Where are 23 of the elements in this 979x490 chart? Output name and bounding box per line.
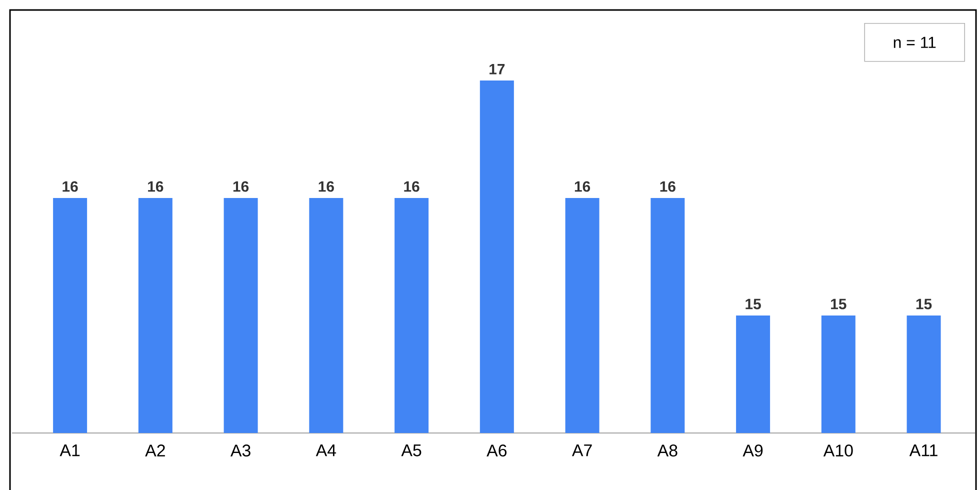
x-tick-label: A9	[742, 444, 763, 457]
data-label: 16	[148, 181, 164, 192]
x-tick-label: A7	[572, 444, 592, 456]
x-tick-label: A5	[401, 444, 422, 456]
data-label: 15	[831, 298, 846, 310]
data-label: 15	[916, 298, 932, 310]
x-tick-label: A4	[316, 444, 336, 456]
data-label: 16	[233, 181, 249, 192]
x-tick-label: A8	[657, 444, 678, 457]
data-label: 16	[318, 181, 334, 192]
data-label: 15	[746, 298, 761, 310]
x-tick-label: A2	[145, 444, 165, 456]
x-tick-label: A6	[486, 444, 507, 457]
data-label: 16	[62, 181, 78, 192]
x-tick-label: A10	[823, 444, 853, 457]
data-label: 16	[660, 181, 676, 192]
x-tick-label: A1	[60, 444, 80, 456]
data-label: 17	[490, 64, 505, 74]
x-tick-label: A11	[909, 444, 938, 456]
data-label: 16	[574, 181, 590, 192]
annotation: n = 11	[894, 36, 936, 48]
data-label: 16	[404, 181, 420, 192]
x-tick-label: A3	[230, 444, 250, 457]
